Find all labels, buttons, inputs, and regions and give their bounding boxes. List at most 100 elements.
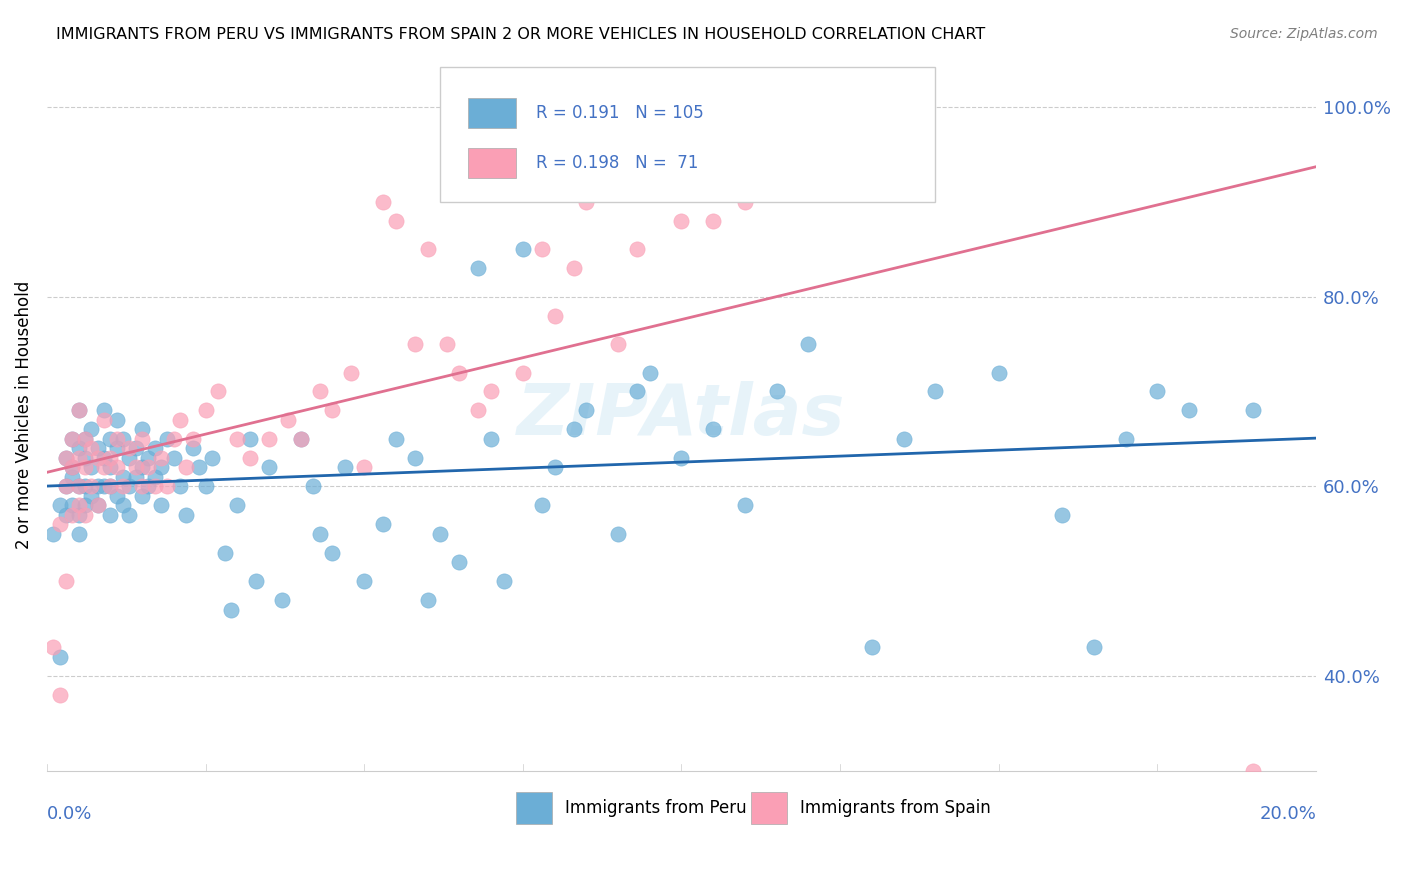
Point (607, 526, 630, 541)
Point (55, 508, 77, 522)
Point (112, 498, 135, 512)
Point (449, 366, 471, 380)
Point (112, 470, 135, 484)
Point (80, 489, 103, 503)
Point (575, 194, 598, 209)
Point (562, 422, 585, 436)
Point (207, 384, 229, 399)
Point (98, 460, 121, 475)
Point (60, 432, 83, 446)
Point (308, 384, 330, 399)
Point (73, 460, 96, 475)
Point (143, 479, 166, 493)
Point (48, 498, 70, 512)
Point (150, 498, 173, 512)
Point (163, 432, 186, 446)
Point (543, 460, 565, 475)
Point (987, 366, 1010, 380)
Point (575, 403, 598, 417)
Point (562, 261, 585, 276)
Point (290, 432, 312, 446)
Point (105, 413, 128, 427)
Point (239, 450, 262, 465)
Point (93, 403, 115, 417)
Point (143, 470, 166, 484)
Point (449, 555, 471, 569)
Point (80, 422, 103, 436)
FancyBboxPatch shape (468, 98, 516, 128)
Point (60, 460, 83, 475)
Point (105, 460, 128, 475)
Point (67, 479, 90, 493)
Point (80, 460, 103, 475)
Point (404, 450, 426, 465)
Point (98, 432, 121, 446)
Point (156, 432, 179, 446)
Point (73, 508, 96, 522)
Point (125, 442, 148, 456)
Point (626, 384, 648, 399)
Point (543, 309, 565, 323)
Point (86, 479, 108, 493)
Point (290, 432, 312, 446)
Point (671, 450, 693, 465)
Point (42, 640, 65, 655)
Point (373, 517, 395, 532)
Point (1178, 403, 1201, 417)
Point (156, 479, 179, 493)
Text: IMMIGRANTS FROM PERU VS IMMIGRANTS FROM SPAIN 2 OR MORE VEHICLES IN HOUSEHOLD CO: IMMIGRANTS FROM PERU VS IMMIGRANTS FROM … (56, 27, 986, 42)
Point (626, 242, 648, 256)
FancyBboxPatch shape (751, 792, 787, 824)
Point (530, 242, 553, 256)
Point (55, 450, 77, 465)
Y-axis label: 2 or more Vehicles in Household: 2 or more Vehicles in Household (15, 281, 32, 549)
Point (60, 432, 83, 446)
Point (60, 498, 83, 512)
Point (86, 442, 108, 456)
Point (385, 432, 408, 446)
Point (67, 442, 90, 456)
Point (404, 337, 426, 351)
Point (131, 422, 153, 436)
Point (257, 432, 280, 446)
Point (734, 498, 756, 512)
Point (1083, 640, 1105, 655)
Point (188, 460, 211, 475)
Point (340, 366, 363, 380)
Point (48, 650, 70, 665)
Point (201, 450, 224, 465)
Point (67, 498, 90, 512)
Point (1241, 764, 1264, 778)
Point (93, 413, 115, 427)
Point (105, 489, 128, 503)
Point (194, 403, 217, 417)
Point (321, 546, 343, 560)
Point (214, 546, 236, 560)
Point (245, 574, 267, 588)
Point (143, 442, 166, 456)
Point (60, 508, 83, 522)
Point (48, 688, 70, 702)
FancyBboxPatch shape (440, 67, 935, 202)
Point (702, 214, 724, 228)
Point (93, 479, 115, 493)
Point (467, 403, 489, 417)
Point (73, 479, 96, 493)
Point (131, 460, 153, 475)
Point (55, 479, 77, 493)
Point (131, 432, 153, 446)
Point (138, 450, 160, 465)
Point (42, 526, 65, 541)
Point (226, 498, 249, 512)
Point (1050, 508, 1073, 522)
Point (353, 574, 375, 588)
Point (797, 337, 820, 351)
Point (125, 470, 148, 484)
Point (118, 450, 141, 465)
Point (638, 166, 661, 180)
Text: ZIPAtlas: ZIPAtlas (517, 381, 846, 450)
Point (105, 432, 128, 446)
Point (176, 508, 198, 522)
Point (385, 214, 408, 228)
Text: R = 0.191   N = 105: R = 0.191 N = 105 (536, 104, 703, 122)
